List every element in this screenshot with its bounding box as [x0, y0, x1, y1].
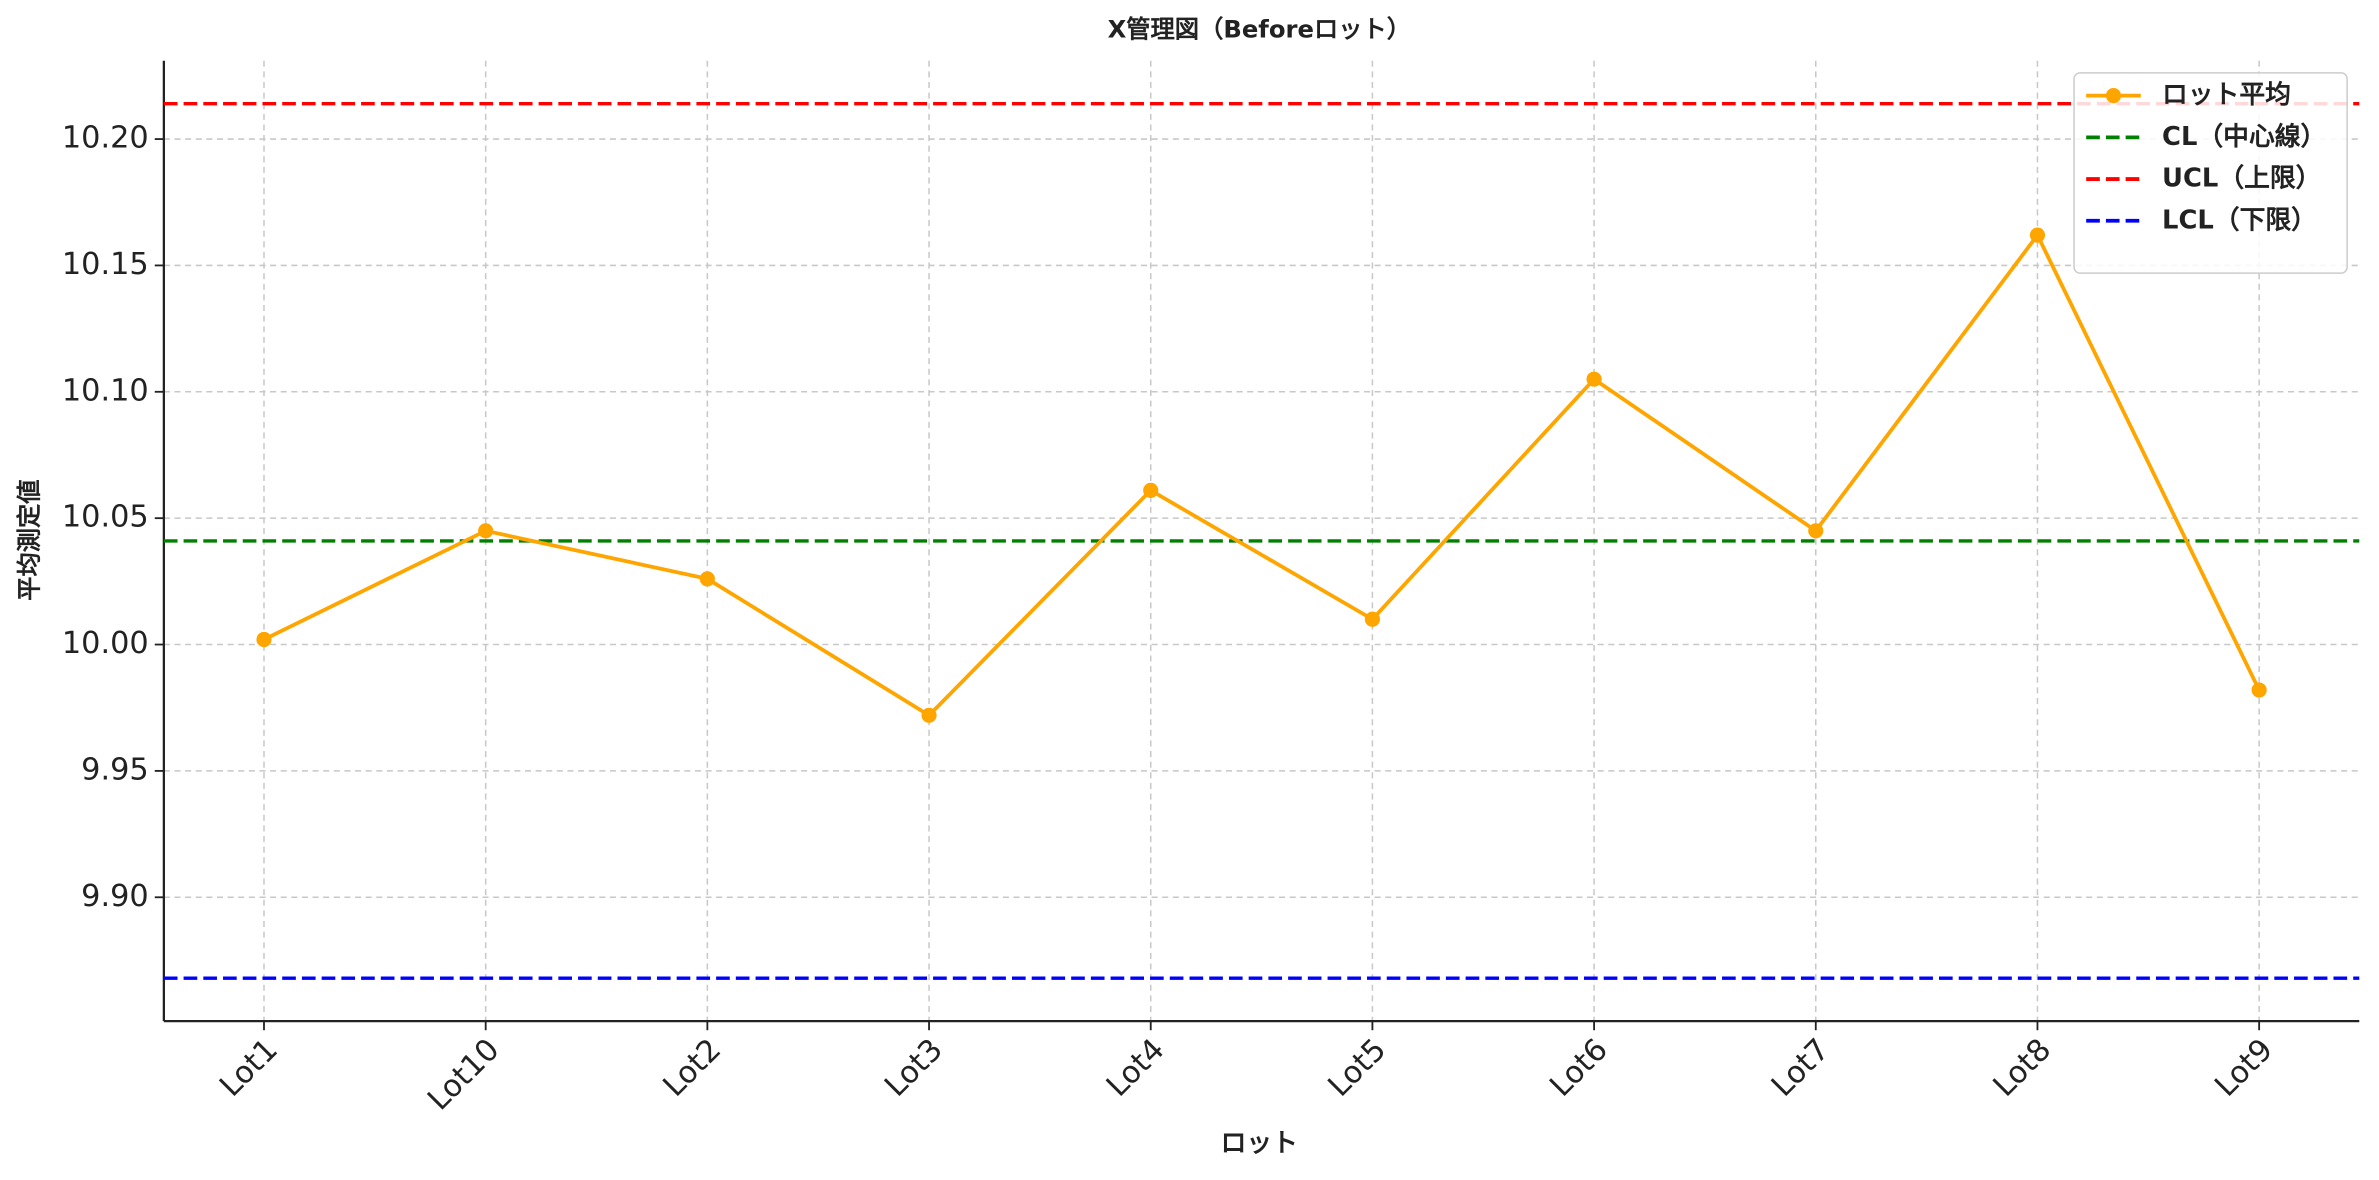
data-point	[2251, 682, 2267, 698]
data-point	[1143, 482, 1159, 498]
x-tick-label: Lot5	[1322, 1032, 1393, 1103]
x-tick-label: Lot9	[2208, 1032, 2279, 1103]
chart-title: X管理図（Beforeロット）	[1108, 14, 1411, 43]
legend-label: UCL（上限）	[2162, 164, 2321, 194]
data-point	[921, 707, 937, 723]
data-line	[263, 231, 2261, 718]
data-point	[699, 571, 715, 587]
data-point	[478, 523, 494, 539]
y-tick-label: 10.10	[62, 373, 149, 408]
x-tick-label: Lot4	[1100, 1032, 1171, 1103]
legend-box	[2073, 72, 2348, 274]
y-tick-label: 10.15	[62, 247, 149, 282]
y-tick-label: 10.05	[62, 500, 149, 535]
x-tick-label: Lot10	[421, 1032, 506, 1117]
data-point	[1586, 371, 1602, 387]
legend-marker	[2105, 88, 2122, 104]
y-tick-label: 9.90	[81, 879, 149, 914]
x-tick-label: Lot6	[1543, 1032, 1614, 1103]
data-point	[1808, 523, 1824, 539]
data-point	[256, 631, 272, 648]
x-tick-label: Lot1	[213, 1032, 284, 1103]
y-tick-label: 10.00	[62, 626, 149, 661]
y-axis-label: 平均測定値	[14, 479, 43, 600]
y-tick-label: 9.95	[81, 752, 149, 787]
data-point	[1364, 611, 1380, 627]
legend-label: LCL（下限）	[2162, 205, 2317, 235]
x-tick-label: Lot2	[657, 1032, 728, 1103]
x-tick-label: Lot3	[878, 1032, 949, 1103]
y-tick-label: 10.20	[62, 121, 149, 156]
legend-label: ロット平均	[2162, 80, 2291, 110]
legend-label: CL（中心線）	[2162, 121, 2326, 152]
x-tick-label: Lot8	[1987, 1032, 2058, 1103]
x-tick-label: Lot7	[1765, 1032, 1836, 1103]
x-axis-label: ロット	[1221, 1129, 1298, 1159]
data-point	[2029, 227, 2046, 243]
